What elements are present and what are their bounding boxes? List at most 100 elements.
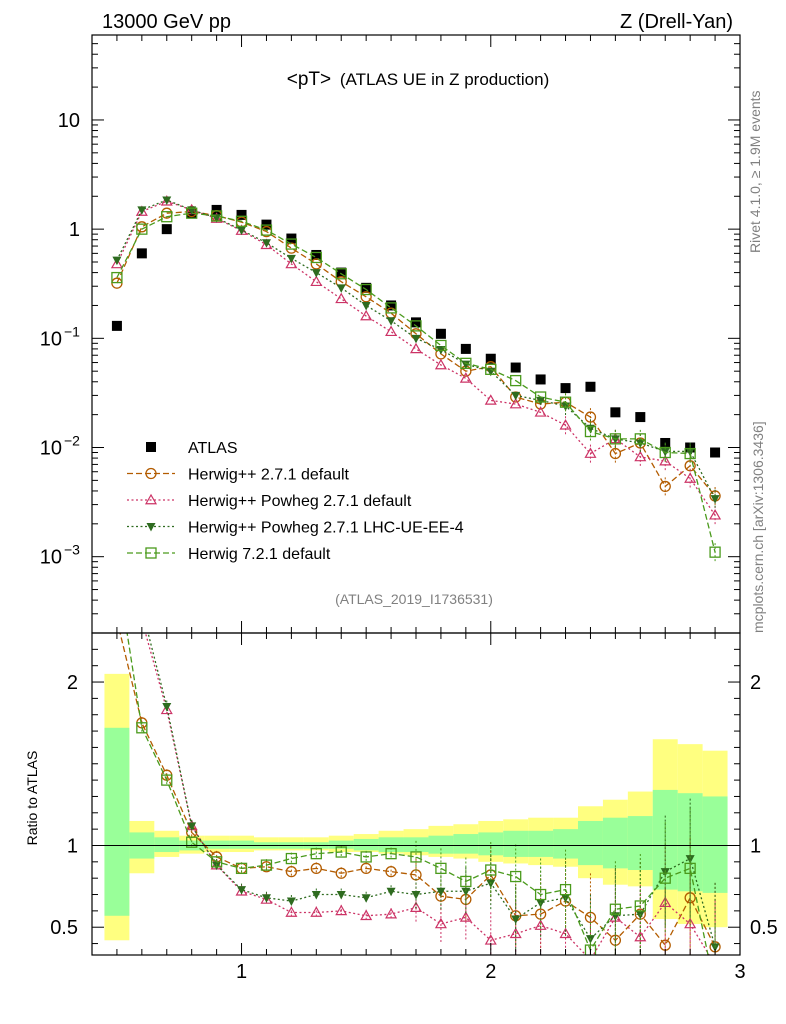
main-point: [659, 480, 671, 493]
plot-title-main: <pT>: [287, 69, 331, 90]
ratio-clip-group: [112, 605, 721, 969]
ratio-point: [411, 891, 421, 900]
main-point: [211, 204, 222, 215]
ratio-point: [210, 856, 223, 868]
main-point: [634, 433, 646, 445]
main-series: [110, 195, 722, 562]
main-point: [511, 391, 521, 401]
main-point: [285, 242, 298, 254]
main-point: [210, 210, 223, 222]
ratio-point: [436, 887, 446, 897]
ratio-series: [112, 605, 721, 969]
main-point: [237, 226, 247, 236]
ytick-main-label: 10: [58, 110, 80, 132]
main-point: [360, 309, 373, 321]
main-point: [434, 358, 447, 370]
main-point: [136, 223, 148, 235]
header-right: Z (Drell-Yan): [620, 11, 733, 33]
main-point: [460, 357, 472, 369]
ytick-ratio-label-right: 0.5: [750, 917, 778, 939]
plot-title-sub: (ATLAS UE in Z production): [340, 70, 549, 89]
band-green-bin: [602, 817, 628, 869]
main-point: [310, 251, 322, 264]
main-point: [361, 301, 371, 311]
ratio-point: [385, 848, 397, 860]
ytick-ratio-label-left: 0.5: [50, 917, 78, 939]
band-green-bin: [702, 796, 728, 893]
main-point: [160, 195, 173, 206]
ratio-point: [311, 891, 321, 900]
band-green-bin: [627, 816, 653, 871]
ratio-point: [310, 848, 322, 860]
ratio-point: [310, 862, 322, 875]
ratio-point: [285, 852, 298, 865]
main-point: [260, 224, 273, 236]
ratio-point: [710, 960, 720, 969]
main-point: [710, 495, 720, 504]
main-point: [409, 342, 423, 354]
main-point: [310, 258, 322, 270]
main-point: [510, 374, 522, 387]
legend-marker: [146, 523, 156, 532]
main-point: [509, 397, 522, 409]
main-clip-group: [110, 195, 722, 562]
analysis-id: (ATLAS_2019_I1736531): [335, 591, 493, 607]
main-point: [161, 224, 172, 235]
ratio-point: [510, 870, 522, 883]
main-point: [559, 419, 572, 430]
main-point: [485, 353, 496, 364]
legend-label: Herwig++ Powheg 2.7.1 LHC-UE-EE-4: [188, 520, 464, 537]
band-green-bin: [229, 840, 254, 849]
main-point: [212, 214, 222, 223]
ytick-ratio-label-right: 2: [750, 672, 761, 694]
main-point: [111, 271, 123, 284]
ratio-point: [261, 894, 271, 903]
main-point: [111, 320, 122, 331]
xtick-labels: 1 2 3: [236, 961, 746, 983]
legend-marker: [145, 547, 157, 559]
ratio-point: [112, 615, 122, 625]
main-point: [535, 374, 546, 385]
band-green-bin: [453, 834, 479, 854]
main-point: [112, 256, 122, 266]
ratio-point: [434, 917, 447, 929]
ytick-ratio-label-right: 1: [750, 835, 761, 857]
ratio-point: [410, 851, 422, 863]
ratio-bands: [104, 673, 728, 941]
main-point: [610, 407, 621, 418]
mcplots-label: mcplots.cern.ch [arXiv:1306.3436]: [750, 421, 766, 633]
main-point: [410, 320, 422, 332]
ratio-point: [137, 605, 146, 614]
ratio-ylabel: Ratio to ATLAS: [24, 751, 40, 846]
ytick-main-label: 10: [40, 547, 62, 569]
ratio-point: [360, 909, 373, 921]
main-point: [709, 508, 722, 520]
main-point: [534, 391, 547, 403]
ratio-point: [684, 917, 697, 929]
main-point: [484, 394, 497, 405]
main-point: [162, 196, 172, 205]
main-point: [609, 447, 622, 460]
main-point: [560, 383, 571, 394]
ratio-point: [685, 855, 695, 864]
ratio-point: [137, 615, 147, 624]
main-point: [710, 447, 721, 458]
main-point: [285, 238, 298, 250]
ratio-point: [335, 867, 347, 879]
ratio-point: [660, 868, 670, 877]
ratio-point: [360, 851, 372, 863]
main-point: [336, 284, 346, 293]
main-point: [584, 425, 597, 438]
main-point: [709, 546, 721, 558]
main-point: [634, 450, 647, 462]
legend-label: Herwig++ 2.7.1 default: [188, 467, 350, 484]
ytick-main-exponent: −1: [64, 323, 80, 339]
ytick-ratio-labels: 2 2 1 1 0.5 0.5: [50, 672, 778, 939]
ratio-point: [335, 846, 347, 858]
main-point: [510, 362, 521, 373]
main-point: [136, 248, 147, 259]
ratio-point: [634, 930, 647, 942]
ratio-point: [511, 915, 521, 925]
